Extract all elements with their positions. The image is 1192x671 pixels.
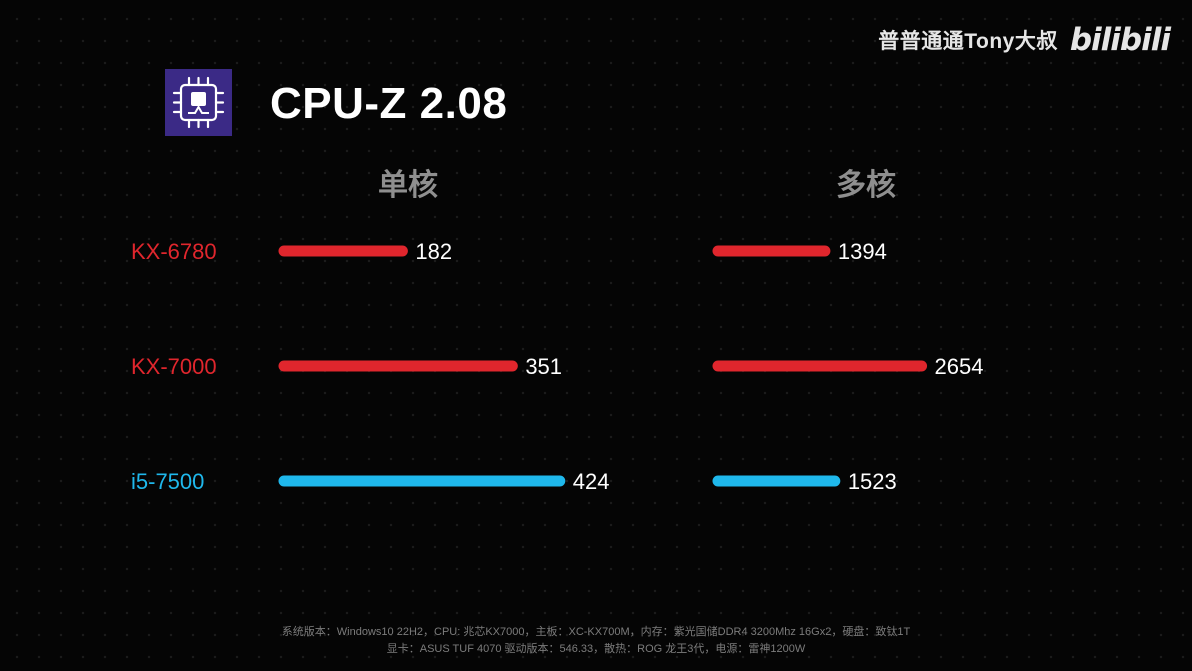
data-label: 182 [415,239,452,264]
category-label: KX-6780 [131,239,217,264]
watermark: 普普通通Tony大叔 bilibili [878,22,1171,58]
data-label: 424 [573,469,610,494]
system-info-line-2: 显卡：ASUS TUF 4070 驱动版本：546.33，散热：ROG 龙王3代… [386,643,806,655]
data-label: 2654 [935,354,984,379]
cpu-chip-icon [165,69,232,136]
data-label: 1523 [848,469,897,494]
page-title: CPU-Z 2.08 [270,79,508,128]
channel-name: 普普通通Tony大叔 [878,30,1058,53]
data-label: 1394 [838,239,887,264]
data-label: 351 [525,354,562,379]
multi-core-header: 多核 [836,169,896,202]
category-label: KX-7000 [131,354,217,379]
single-core-header: 单核 [378,169,438,202]
category-label: i5-7500 [131,469,204,494]
bilibili-logo: bilibili [1069,22,1171,58]
system-info-line-1: 系统版本：Windows10 22H2，CPU: 兆芯KX7000，主板：XC-… [281,626,911,638]
